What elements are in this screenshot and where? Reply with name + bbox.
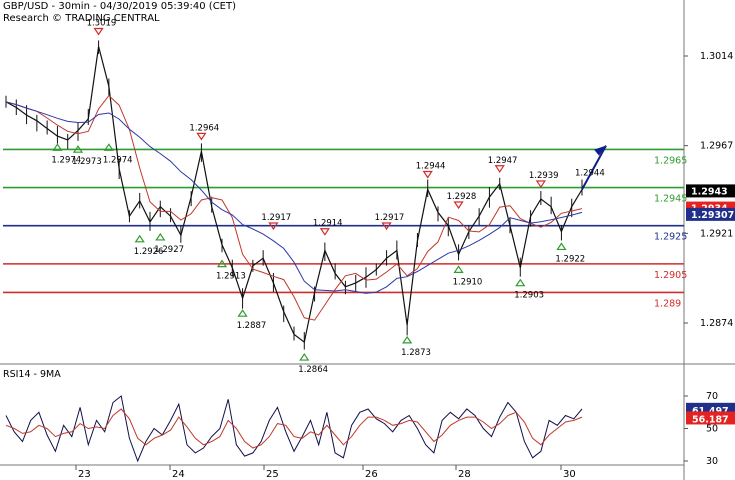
swing-low-label: 1.2887 [237, 321, 267, 331]
time-tick-label: 25 [266, 469, 279, 480]
swing-high-label: 1.3019 [87, 18, 117, 28]
swing-low-label: 1.2974 [51, 155, 81, 165]
swing-high-marker [535, 180, 546, 189]
swing-high-label: 1.2917 [261, 213, 291, 223]
swing-high-marker [494, 165, 505, 173]
swing-high-label: 1.2928 [447, 192, 477, 202]
chart-title: GBP/USD - 30min - 04/30/2019 05:39:40 (C… [3, 1, 237, 12]
swing-low-label: 1.2910 [453, 277, 483, 287]
rsi-value-label: 61.497 [692, 406, 729, 417]
swing-low-label: 1.2927 [154, 245, 184, 255]
swing-high-marker [381, 222, 392, 231]
rsi-line [5, 395, 583, 463]
projection-arrowhead [594, 145, 606, 156]
research-credit: Research © TRADING CENTRAL [3, 13, 160, 24]
swing-high-marker [453, 201, 464, 210]
swing-low-marker [155, 232, 166, 241]
price-tick-label: 1.2967 [700, 141, 733, 152]
fast-moving-average [5, 94, 583, 321]
rsi-ma-badge [686, 411, 735, 425]
swing-low-label: 1.2922 [555, 254, 585, 264]
swing-high-marker [422, 170, 433, 179]
swing-high-marker [196, 132, 207, 141]
swing-high-marker [319, 228, 330, 236]
rsi-label: RSI14 - 9MA [3, 369, 61, 380]
price-badge [686, 184, 735, 198]
projection-arrow [581, 145, 607, 190]
swing-low-marker [52, 143, 63, 151]
swing-high-marker [93, 27, 104, 36]
swing-low-label: 1.2873 [401, 348, 431, 358]
swing-low-marker [402, 335, 413, 344]
time-tick-label: 30 [563, 469, 576, 480]
swing-low-marker [556, 242, 567, 251]
rsi-tick-label: 70 [706, 391, 718, 402]
rsi-tick-label: 30 [706, 456, 718, 467]
rsi-ma-line [5, 408, 583, 449]
price-tick-label: 1.2874 [700, 318, 733, 329]
rsi-ma-label: 56.187 [692, 414, 729, 425]
level-label: 1.2945 [654, 194, 687, 205]
swing-low-label: 1.2974 [103, 155, 133, 165]
swing-low-marker [237, 309, 248, 317]
swing-high-label: 1.2939 [529, 171, 559, 181]
swing-low-marker [72, 145, 84, 153]
swing-high-label: 1.2944 [416, 162, 446, 172]
price-badge [686, 207, 735, 221]
time-tick-label: 28 [458, 469, 471, 480]
swing-high-label: 1.2917 [375, 213, 405, 223]
swing-low-marker [299, 352, 310, 361]
swing-low-label: 1.2973 [72, 157, 102, 167]
price-tick-label: 1.3014 [700, 51, 733, 62]
swing-low-marker [103, 143, 114, 151]
time-tick-label: 26 [365, 469, 378, 480]
swing-high-label: 1.2964 [189, 123, 219, 133]
swing-high-label: 1.2914 [313, 219, 343, 229]
time-tick-label: 24 [172, 469, 185, 480]
swing-low-marker [134, 234, 145, 243]
swing-low-label: 1.2864 [298, 365, 328, 375]
slow-moving-average [5, 101, 583, 294]
price-tick-label: 1.2921 [700, 228, 733, 239]
swing-low-label: 1.2926 [134, 247, 164, 257]
swing-high-label: 1.2947 [488, 156, 518, 166]
level-label: 1.289 [654, 298, 681, 309]
swing-low-marker [515, 278, 526, 287]
price-badge-label: 1.2943 [691, 186, 728, 197]
time-tick-label: 23 [78, 469, 91, 480]
level-label: 1.2905 [654, 270, 687, 281]
swing-high-marker [268, 222, 279, 231]
level-label: 1.2965 [654, 155, 687, 166]
swing-low-label: 1.2903 [514, 291, 544, 301]
swing-low-marker [453, 265, 464, 273]
swing-low-label: 1.2913 [216, 272, 246, 282]
swing-low-marker [216, 259, 228, 268]
price-badge-label: 1.29307 [691, 210, 734, 221]
level-label: 1.2925 [654, 232, 687, 243]
rsi-tick-label: 50 [706, 424, 718, 435]
last-price-label: 1.2944 [575, 169, 605, 179]
